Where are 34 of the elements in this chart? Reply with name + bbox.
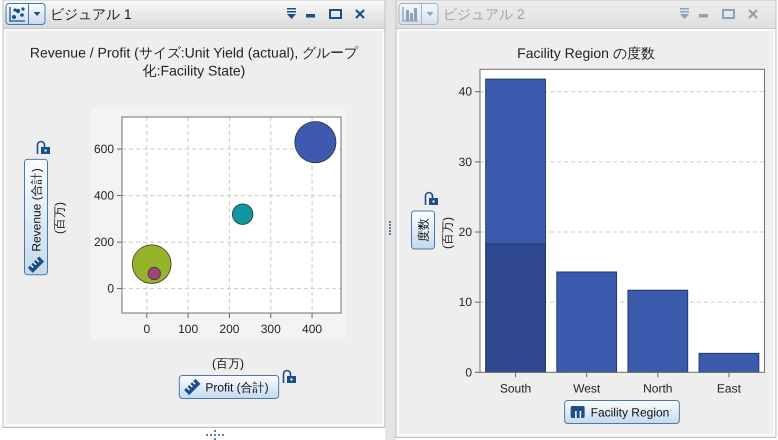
text: ビジュアル 1 — [50, 6, 132, 22]
y-tick-label: 0 — [107, 282, 114, 296]
y-tick-label: 20 — [458, 225, 472, 240]
y-axis-title: 度数 — [416, 218, 430, 242]
chart-title: Facility Region の度数 — [517, 45, 655, 61]
bar — [485, 78, 546, 244]
bar — [485, 243, 546, 373]
y-tick-label: 40 — [458, 84, 472, 99]
x-axis-title: Facility Region — [590, 405, 670, 420]
x-tick-label: 200 — [219, 322, 240, 336]
y-tick-label: 0 — [465, 365, 472, 380]
bar — [698, 352, 760, 373]
x-tick-label: 300 — [260, 322, 282, 336]
x-tick-label: South — [500, 381, 532, 396]
text: (百万) — [440, 217, 454, 249]
y-tick-label: 30 — [458, 154, 472, 169]
y-tick-label: 400 — [94, 188, 114, 203]
x-tick-label: 400 — [302, 322, 322, 336]
x-tick-label: North — [643, 381, 672, 396]
x-tick-label: West — [573, 381, 601, 396]
y-tick-label: 200 — [94, 235, 114, 250]
x-axis-title: Profit (合計) — [205, 380, 269, 394]
x-tick-label: 100 — [178, 322, 198, 336]
y-tick-label: 600 — [94, 142, 114, 156]
x-tick-label: 0 — [143, 322, 150, 336]
chart-title: Revenue / Profit (サイズ:Unit Yield (actual), グループ化:Facility State) — [30, 44, 360, 78]
text: (百万) — [212, 356, 244, 370]
x-tick-label: East — [716, 381, 742, 396]
bar — [556, 272, 618, 373]
text: (百万) — [52, 202, 66, 234]
text: ビジュアル 2 — [443, 6, 525, 22]
bar — [627, 290, 688, 373]
y-tick-label: 10 — [458, 295, 472, 310]
y-axis-title: Revenue (合計) — [29, 168, 44, 252]
